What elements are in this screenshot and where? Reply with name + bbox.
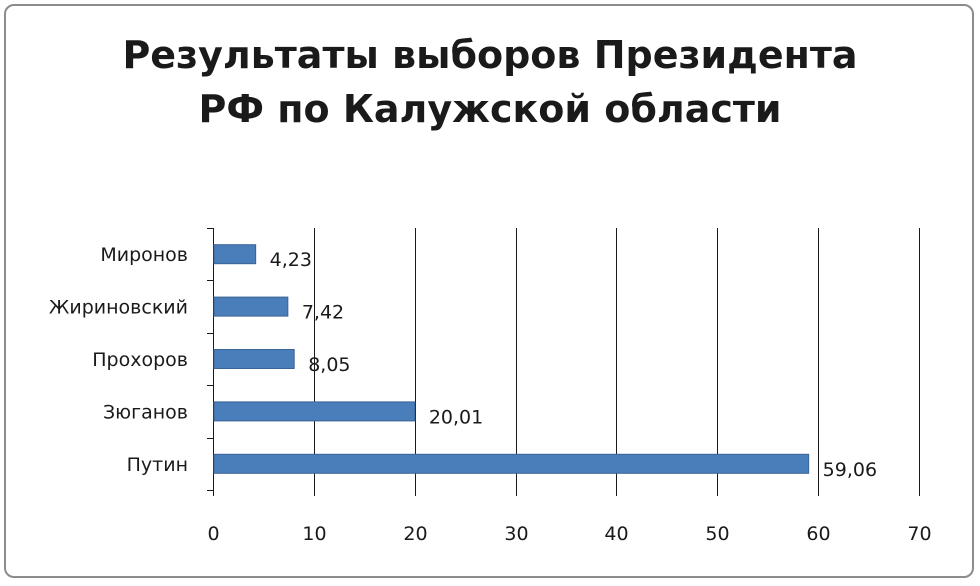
data-label: 20,01 [429, 406, 483, 428]
bar-1 [213, 401, 416, 422]
data-label: 4,23 [270, 249, 312, 271]
chart-frame [4, 4, 974, 578]
data-label: 7,42 [302, 302, 344, 324]
x-tick-label: 40 [604, 523, 628, 545]
bar-2 [213, 349, 295, 369]
chart-title-line-2: РФ по Калужской области [198, 87, 782, 131]
bar-3 [213, 296, 289, 317]
category-label: Прохоров [92, 349, 188, 371]
data-label: 8,05 [308, 354, 350, 376]
category-label: Путин [127, 454, 188, 476]
bar-0 [213, 453, 810, 474]
chart-title-line-1: Результаты выборов Президента [122, 33, 858, 77]
grid-lines [314, 228, 920, 490]
data-label: 59,06 [823, 459, 877, 481]
x-tick-label: 60 [806, 523, 830, 545]
x-tick-label: 0 [207, 523, 219, 545]
chart-title: Результаты выборов Президента РФ по Калу… [0, 28, 980, 136]
category-label: Миронов [100, 244, 188, 266]
category-label: Жириновский [49, 297, 188, 319]
x-tick-label: 70 [907, 523, 931, 545]
x-tick-label: 20 [403, 523, 427, 545]
labels: 0 10 20 30 40 50 60 70 Путин 59,06 Зюганов 20,01 Про… [49, 244, 932, 545]
bars [213, 244, 810, 474]
x-tick-label: 10 [302, 523, 326, 545]
category-label: Зюганов [103, 401, 188, 423]
x-tick-label: 50 [705, 523, 729, 545]
x-tick-label: 30 [504, 523, 528, 545]
bar-4 [213, 244, 257, 265]
